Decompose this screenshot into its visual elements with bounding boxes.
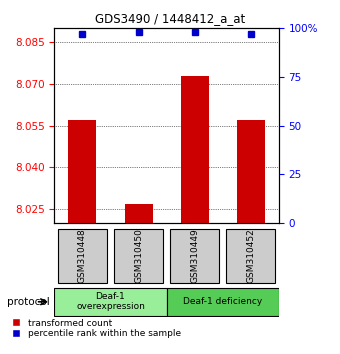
Text: GSM310449: GSM310449 [190,228,199,283]
Text: Deaf-1
overexpression: Deaf-1 overexpression [76,292,145,312]
Text: GSM310450: GSM310450 [134,228,143,283]
Bar [114,229,163,282]
Text: GDS3490 / 1448412_a_at: GDS3490 / 1448412_a_at [95,12,245,25]
Bar [170,229,219,282]
Bar [124,204,153,223]
Bar [226,229,275,282]
Text: GSM310448: GSM310448 [78,228,87,283]
Text: GSM310452: GSM310452 [246,228,255,283]
Bar [237,120,265,223]
Text: protocol: protocol [7,297,50,307]
Bar [181,76,209,223]
Text: Deaf-1 deficiency: Deaf-1 deficiency [183,297,262,306]
Bar [68,120,97,223]
Bar [54,288,167,316]
Legend: transformed count, percentile rank within the sample: transformed count, percentile rank withi… [7,319,181,338]
Bar [167,288,279,316]
Bar [58,229,107,282]
